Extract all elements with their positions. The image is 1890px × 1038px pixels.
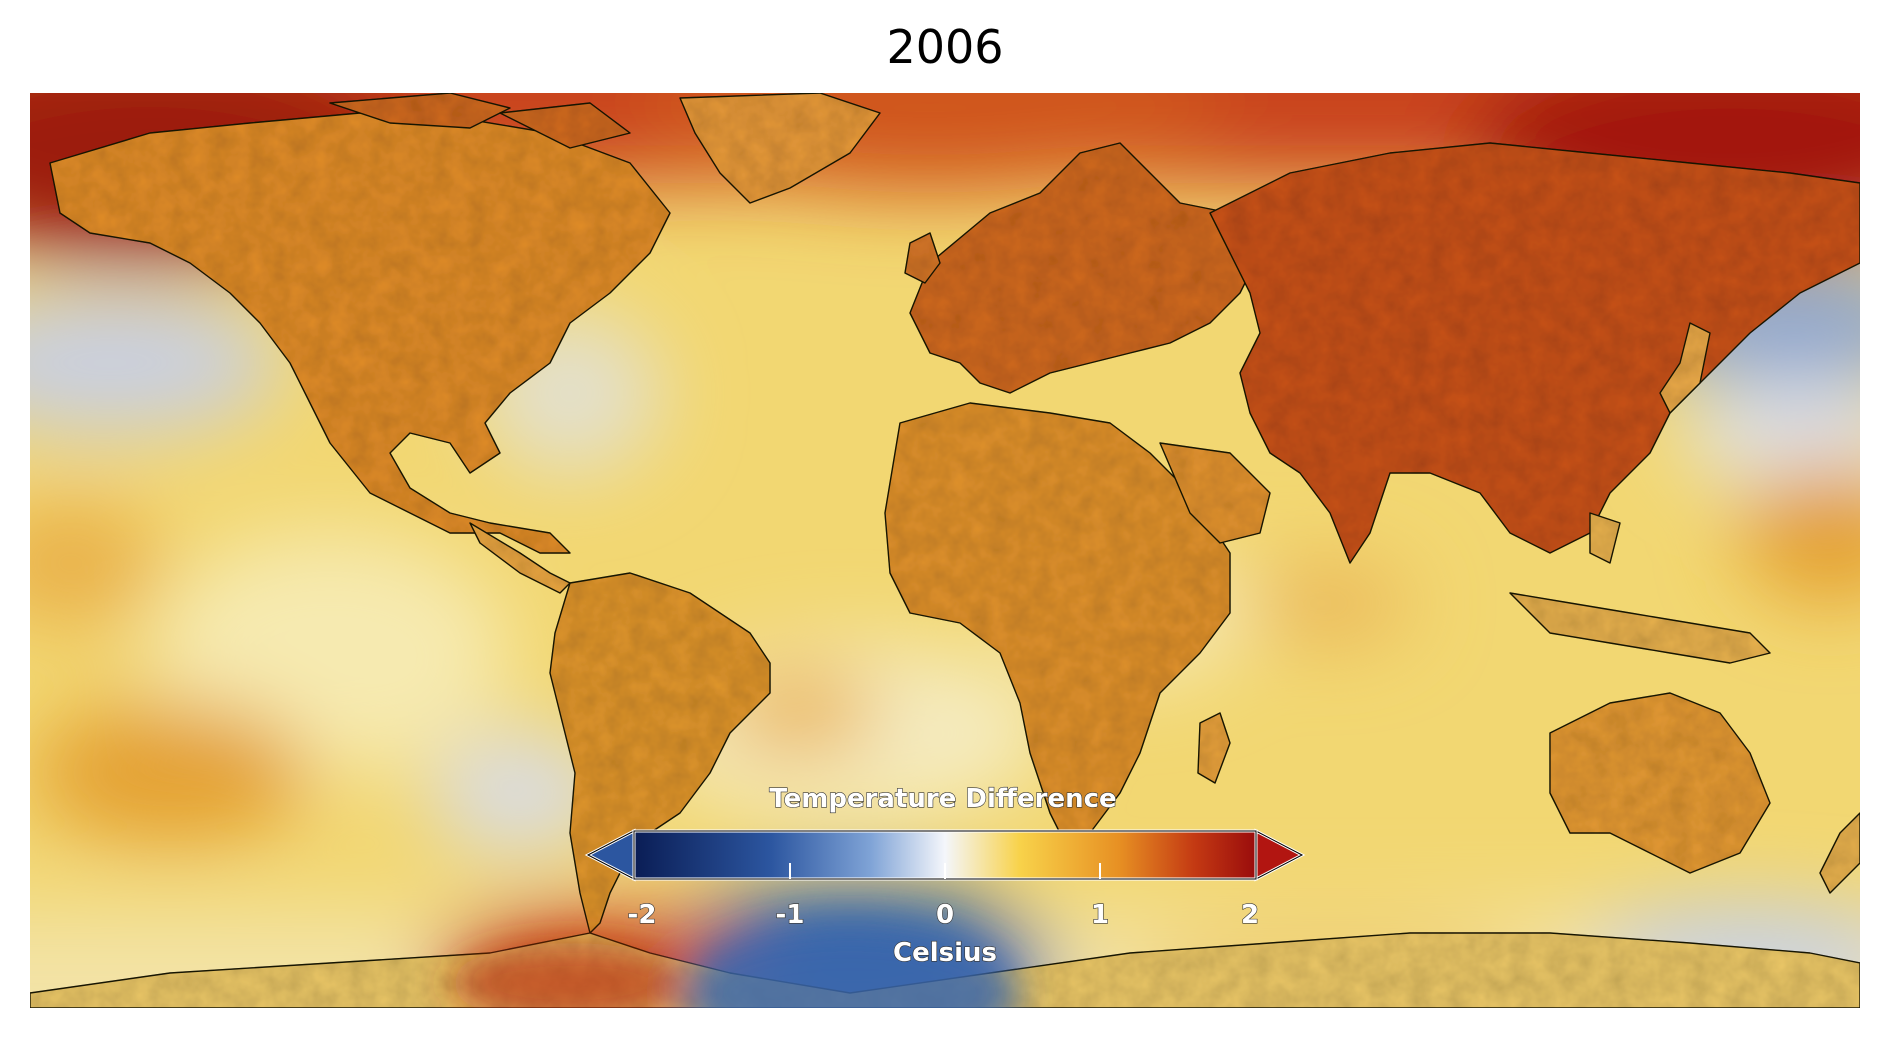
colorbar-tick-marks [789, 863, 1101, 879]
temperature-anomaly-map: Temperature Difference -2 -1 0 1 2 Celsi… [30, 93, 1860, 1008]
map-title: 2006 [886, 20, 1004, 74]
north-america-landmass [49, 112, 671, 554]
colorbar-tick-label: -2 [628, 900, 657, 930]
colorbar-title: Temperature Difference [769, 784, 1116, 814]
colorbar-tick-label: -1 [776, 900, 805, 930]
colorbar-tick-label: 1 [1091, 900, 1109, 930]
continents [30, 93, 1860, 1008]
africa-landmass [884, 402, 1231, 854]
europe-landmass [909, 142, 1261, 394]
asia-landmass [1209, 142, 1860, 564]
colorbar-tick-label: 0 [936, 900, 954, 930]
australia-landmass [1549, 692, 1771, 874]
colorbar-tick-label: 2 [1241, 900, 1259, 930]
greenland-landmass [679, 93, 881, 204]
colorbar-legend: Temperature Difference -2 -1 0 1 2 Celsi… [584, 783, 1306, 969]
colorbar-unit-label: Celsius [893, 938, 997, 968]
